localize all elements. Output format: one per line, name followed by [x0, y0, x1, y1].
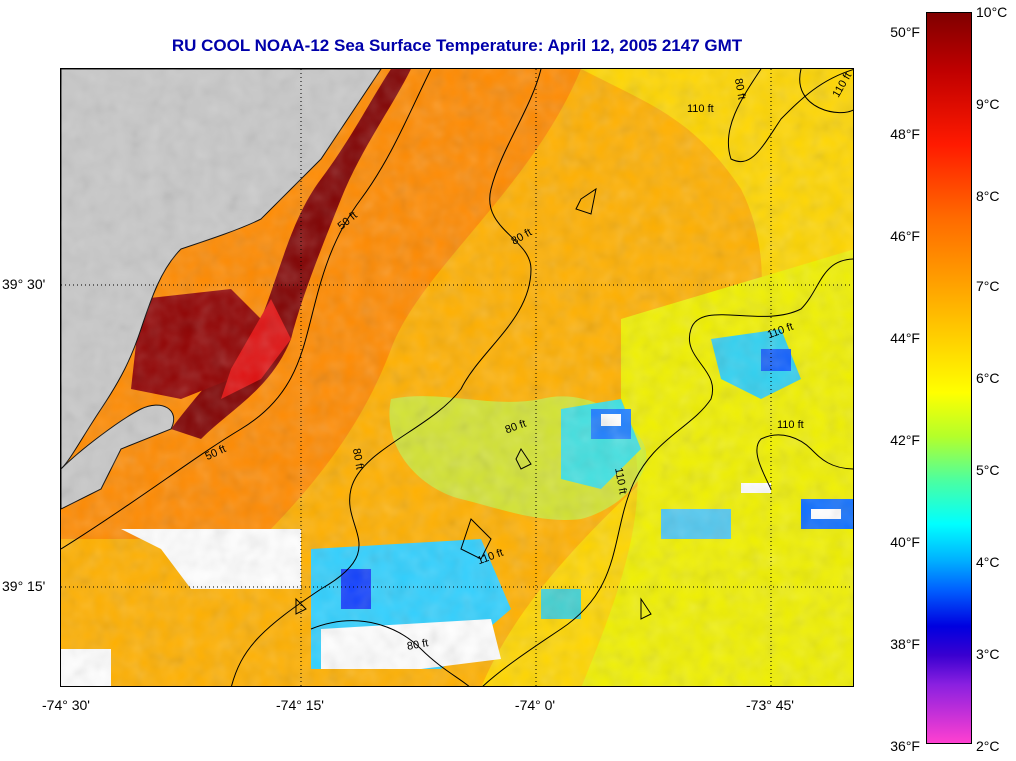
colorbar-c-label: 4°C	[976, 554, 1000, 570]
colorbar-c-label: 6°C	[976, 370, 1000, 386]
y-tick-label: 39° 30'	[2, 276, 46, 292]
colorbar-f-label: 42°F	[890, 432, 920, 448]
colorbar-c-label: 9°C	[976, 96, 1000, 112]
colorbar-f-label: 44°F	[890, 330, 920, 346]
contour-label: 110 ft	[777, 419, 804, 431]
contour-label: 110 ft	[687, 103, 714, 115]
sst-map: 110 ft 80 ft 110 ft 50 ft 80 ft 110 ft 5…	[60, 68, 854, 687]
graticule	[61, 69, 853, 686]
colorbar-c-label: 7°C	[976, 278, 1000, 294]
colorbar	[926, 12, 972, 744]
colorbar-c-label: 3°C	[976, 646, 1000, 662]
colorbar-c-label: 8°C	[976, 188, 1000, 204]
y-tick-label: 39° 15'	[2, 578, 46, 594]
colorbar-f-label: 46°F	[890, 228, 920, 244]
bathymetry-contours	[61, 69, 853, 686]
colorbar-f-label: 50°F	[890, 24, 920, 40]
x-tick-label: -74° 30'	[42, 697, 90, 713]
colorbar-f-label: 36°F	[890, 738, 920, 754]
texture	[61, 69, 853, 686]
colorbar-f-label: 48°F	[890, 126, 920, 142]
colorbar-f-label: 40°F	[890, 534, 920, 550]
x-tick-label: -74° 15'	[276, 697, 324, 713]
colorbar-c-label: 10°C	[976, 4, 1008, 20]
sst-map-canvas	[61, 69, 853, 686]
map-title: RU COOL NOAA-12 Sea Surface Temperature:…	[171, 36, 743, 55]
colorbar-f-label: 38°F	[890, 636, 920, 652]
colorbar-c-label: 2°C	[976, 738, 1000, 754]
colorbar-c-label: 5°C	[976, 462, 1000, 478]
x-tick-label: -74° 0'	[514, 697, 556, 713]
x-tick-label: -73° 45'	[746, 697, 794, 713]
